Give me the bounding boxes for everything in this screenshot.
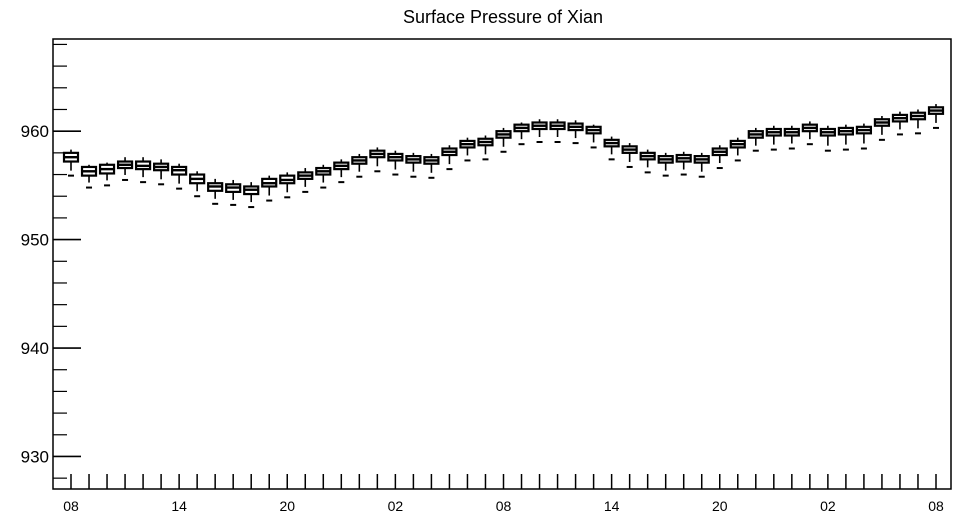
box-item [477, 135, 494, 161]
x-tick-label: 08 [928, 498, 944, 514]
box-item [134, 157, 152, 184]
box-item [98, 162, 116, 187]
x-axis: 08 14 20 02 08 14 20 02 08 [63, 474, 944, 514]
x-tick-label: 14 [171, 498, 187, 514]
chart-title: Surface Pressure of Xian [403, 7, 603, 27]
y-tick-label: 940 [21, 339, 49, 358]
x-tick-label: 20 [712, 498, 728, 514]
plot-frame [52, 38, 952, 490]
box-item [189, 171, 206, 198]
box-item [387, 150, 404, 176]
box-item [657, 152, 674, 177]
x-tick-label: 20 [279, 498, 295, 514]
box-item [405, 152, 422, 178]
box-item [459, 137, 476, 162]
box-item [801, 121, 818, 146]
box-item [747, 127, 764, 152]
y-axis: 930 940 950 960 [21, 43, 81, 479]
box-item [297, 168, 314, 193]
box-item [333, 159, 350, 184]
box-item [279, 172, 296, 199]
box-item [351, 153, 368, 178]
box-series [62, 104, 945, 209]
x-tick-label: 08 [63, 498, 79, 514]
x-tick-label: 02 [388, 498, 404, 514]
y-tick-label: 930 [21, 447, 49, 466]
box-item [315, 164, 332, 189]
box-item [116, 157, 134, 181]
box-item [819, 125, 836, 152]
box-item [513, 122, 530, 146]
box-item [639, 149, 656, 174]
box-item [153, 159, 170, 186]
box-item [495, 127, 512, 153]
box-item [909, 109, 927, 135]
x-tick-label: 02 [820, 498, 836, 514]
box-item [531, 119, 548, 144]
box-item [441, 145, 458, 171]
y-tick-label: 960 [21, 122, 49, 141]
box-item [711, 145, 728, 170]
box-item [603, 136, 620, 161]
box-item [855, 123, 873, 150]
box-item [207, 178, 224, 205]
box-item [243, 182, 260, 209]
x-tick-label: 08 [496, 498, 512, 514]
box-item [225, 179, 242, 206]
box-item [693, 152, 710, 178]
box-item [765, 125, 782, 151]
box-item [549, 119, 566, 144]
box-item [369, 147, 386, 173]
box-item [62, 149, 80, 177]
box-item [80, 164, 98, 189]
box-item [927, 104, 945, 129]
box-item [783, 125, 800, 150]
box-item [423, 153, 440, 179]
box-item [873, 115, 891, 141]
box-item [261, 175, 278, 202]
box-item [585, 124, 602, 149]
box-item [891, 111, 909, 136]
box-item [621, 143, 638, 168]
x-tick-label: 14 [604, 498, 620, 514]
box-item [171, 163, 188, 190]
box-item [729, 137, 746, 162]
box-item [567, 120, 584, 145]
box-item [675, 151, 692, 176]
y-tick-label: 950 [21, 231, 49, 250]
box-item [837, 124, 854, 151]
